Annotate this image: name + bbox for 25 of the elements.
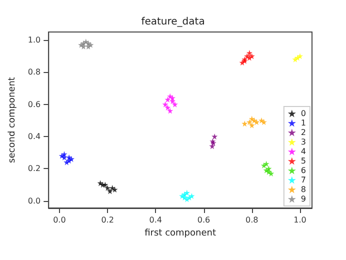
y-tick-label: 1.0 bbox=[28, 36, 41, 45]
legend-label: 8 bbox=[300, 185, 306, 194]
x-tick-label: 0.2 bbox=[101, 216, 114, 224]
y-tick-label: 0.4 bbox=[28, 132, 41, 141]
legend-label: 5 bbox=[300, 156, 306, 166]
legend-label: 3 bbox=[300, 138, 306, 146]
legend-label: 2 bbox=[300, 128, 306, 137]
y-tick-label: 0.6 bbox=[28, 100, 41, 109]
y-axis-title: second component bbox=[8, 76, 18, 163]
x-axis-title: first component bbox=[144, 228, 216, 238]
y-tick-label: 0.2 bbox=[28, 164, 41, 174]
x-tick-label: 1.0 bbox=[294, 216, 306, 224]
chart-title: feature_data bbox=[141, 16, 205, 28]
x-tick-label: 0.4 bbox=[149, 216, 162, 224]
legend-label: 4 bbox=[300, 147, 306, 156]
legend-label: 7 bbox=[300, 176, 306, 184]
legend-label: 6 bbox=[300, 166, 306, 175]
legend-label: 0 bbox=[300, 109, 306, 118]
x-tick-label: 0.6 bbox=[197, 216, 210, 224]
legend-label: 1 bbox=[300, 118, 306, 128]
y-tick-label: 0.8 bbox=[28, 68, 41, 77]
y-tick-label: 0.0 bbox=[28, 196, 41, 206]
legend-label: 9 bbox=[300, 194, 306, 204]
x-tick-label: 0.0 bbox=[53, 216, 66, 224]
x-tick-label: 0.8 bbox=[246, 216, 258, 224]
